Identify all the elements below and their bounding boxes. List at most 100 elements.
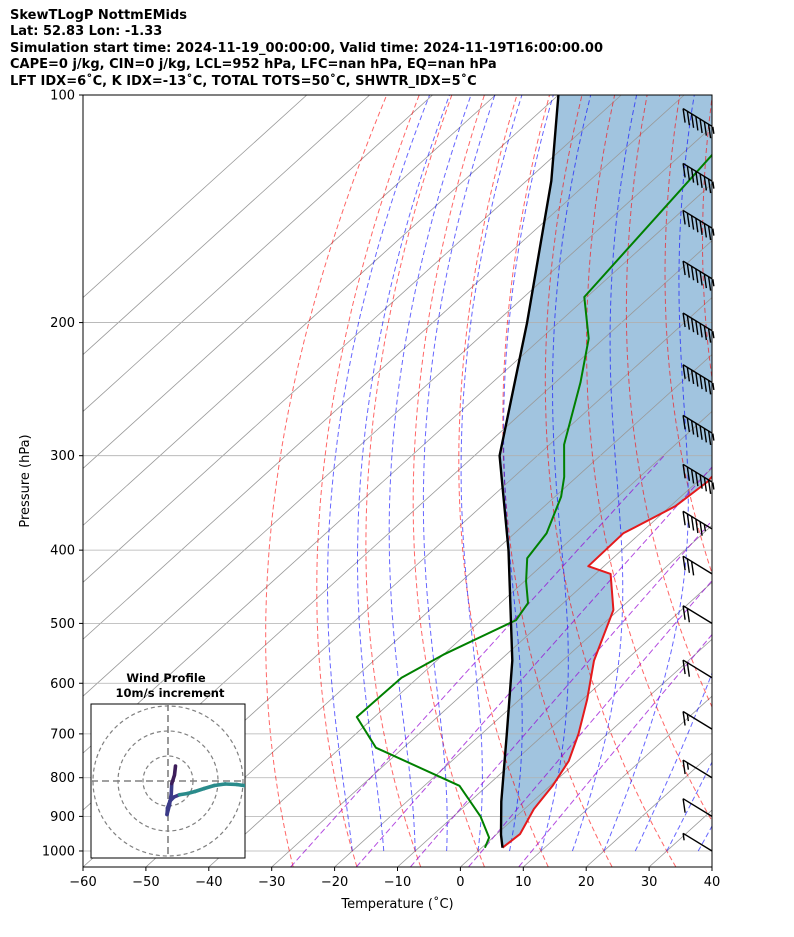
wind-barb-flag	[686, 367, 691, 382]
wind-barb-half-flag	[712, 228, 715, 236]
wind-barb	[682, 798, 713, 817]
dry-adiabat-line	[316, 95, 420, 867]
wind-barb-flag	[682, 163, 686, 178]
dry-adiabat-line	[774, 95, 794, 867]
wind-barb	[682, 832, 713, 852]
wind-barb-flag	[699, 118, 703, 134]
wind-barb-flag	[682, 556, 686, 571]
y-tick-label: 500	[50, 617, 75, 632]
x-tick-label: −20	[321, 875, 348, 890]
cape-cin-fill-layer	[499, 95, 712, 848]
isotherm-line	[711, 866, 712, 867]
wind-barb	[682, 260, 715, 291]
moist-adiabat-line	[357, 95, 450, 852]
y-tick-label: 900	[50, 810, 75, 825]
wind-barb-flag	[695, 518, 699, 534]
wind-barb-flag	[686, 513, 691, 528]
dry-adiabat-line	[265, 95, 388, 867]
wind-barb-flag	[690, 215, 695, 230]
wind-barb-flag	[703, 377, 708, 392]
y-axis-label: Pressure (hPa)	[18, 434, 33, 527]
x-tick-label: −30	[258, 875, 285, 890]
dry-adiabat-line	[664, 95, 712, 575]
y-tick-label: 300	[50, 449, 75, 464]
wind-barb-flag	[686, 263, 691, 278]
wind-barb-flag	[682, 759, 686, 775]
moist-adiabat-line	[422, 95, 496, 852]
location-line: Lat: 52.83 Lon: -1.33	[10, 24, 163, 40]
wind-barb-half-flag	[712, 279, 715, 287]
wind-barb-flag	[707, 380, 712, 395]
wind-barbs-layer	[682, 108, 715, 852]
wind-barb-flag	[686, 608, 691, 623]
wind-barb	[682, 463, 715, 494]
wind-barb-half-flag	[712, 433, 715, 441]
wind-barb-flag	[703, 176, 708, 191]
wind-barb-staff	[682, 832, 713, 852]
wind-barb-flag	[699, 474, 703, 489]
wind-barb-flag	[707, 328, 712, 343]
wind-barb-flag	[682, 711, 686, 726]
isotherm-line	[83, 95, 308, 299]
wind-barb-flag	[682, 260, 686, 276]
wind-barb-half-flag	[703, 524, 707, 532]
isotherm-line	[208, 410, 712, 867]
wind-barb	[682, 605, 713, 625]
wind-barb-flag	[682, 108, 686, 123]
isotherm-line	[271, 467, 712, 867]
wind-barb	[682, 759, 713, 779]
wind-barb-flag	[695, 268, 699, 283]
dry-adiabat-line	[365, 95, 453, 867]
moist-adiabat-line	[697, 825, 712, 852]
x-tick-label: 10	[515, 875, 532, 890]
wind-barb-flag	[682, 798, 686, 813]
wind-barb-flag	[690, 168, 695, 183]
wind-barb-flag	[682, 364, 686, 379]
x-tick-label: −10	[384, 875, 411, 890]
wind-barb-half-flag	[682, 833, 685, 841]
wind-barb	[682, 209, 715, 241]
x-tick-label: −40	[195, 875, 222, 890]
wind-barb	[682, 162, 715, 194]
isotherm-line	[334, 524, 712, 867]
dry-adiabat-line	[544, 95, 677, 867]
wind-barb-flag	[699, 220, 703, 235]
moist-adiabat-line	[460, 95, 523, 852]
wind-barb-flag	[703, 223, 708, 238]
x-tick-label: 40	[704, 875, 721, 890]
wind-barb-half-flag	[712, 126, 715, 134]
y-tick-label: 200	[50, 316, 75, 331]
wind-barb-half-flag	[712, 331, 715, 339]
wind-barb-flag	[682, 415, 686, 430]
hodograph-segment	[223, 782, 239, 787]
dry-adiabat-line	[412, 95, 485, 867]
cape-cin-fill	[499, 95, 712, 848]
wind-barb-flag	[682, 659, 686, 675]
moist-adiabat-line	[730, 95, 794, 851]
wind-barb-flag	[695, 171, 699, 186]
wind-barb-staff	[682, 798, 713, 817]
y-tick-label: 1000	[42, 844, 75, 859]
dry-adiabat-line	[502, 95, 613, 867]
moist-adiabat-line	[540, 95, 592, 852]
x-tick-label: 0	[456, 875, 464, 890]
moist-adiabat-line	[761, 95, 794, 851]
isotherm-line	[83, 95, 559, 526]
moist-adiabat-line	[571, 95, 638, 852]
wind-barb	[682, 414, 715, 446]
isotherm-line	[145, 353, 712, 867]
wind-barb-flag	[695, 218, 699, 233]
wind-barb-flag	[699, 323, 703, 338]
isotherm-line	[83, 95, 370, 356]
wind-barb-flag	[707, 276, 712, 291]
mixing-ratio-line	[468, 579, 712, 867]
wind-barb-flag	[703, 428, 708, 443]
wind-barb-flag	[690, 561, 695, 576]
wind-barb	[682, 108, 715, 139]
wind-barb-flag	[690, 318, 695, 333]
moist-adiabat-line	[388, 95, 472, 851]
isotherm-line	[523, 695, 712, 867]
wind-barb-half-flag	[686, 762, 690, 770]
